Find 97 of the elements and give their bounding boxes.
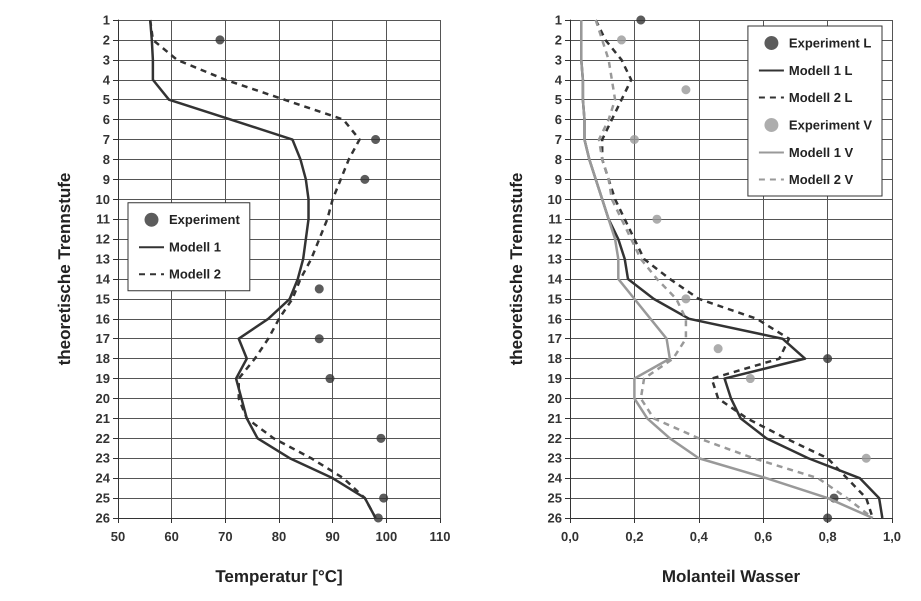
y-tick-label: 12 [96, 232, 110, 247]
legend-label: Experiment [169, 212, 240, 228]
y-tick-label: 1 [102, 12, 110, 28]
y-tick-label: 3 [102, 52, 110, 68]
y-tick-label: 3 [554, 52, 562, 68]
legend-label: Modell 1 L [788, 63, 853, 78]
x-tick-label: 0,8 [818, 529, 837, 544]
y-tick-label: 21 [96, 410, 110, 426]
point [617, 35, 626, 44]
point [862, 454, 871, 463]
legend-label: Modell 2 [169, 266, 222, 282]
x-tick-label: 1,0 [882, 529, 902, 544]
x-tick-label: 100 [375, 529, 398, 544]
y-tick-label: 6 [554, 112, 562, 128]
legend-label: Modell 2 V [788, 172, 854, 187]
point [823, 354, 832, 364]
y-tick-label: 19 [548, 371, 562, 386]
y-tick-label: 15 [96, 291, 110, 306]
x-tick-label: 80 [272, 529, 286, 544]
point [360, 174, 370, 184]
point [681, 85, 690, 94]
x-tick-label: 0,4 [690, 529, 709, 544]
y-tick-label: 9 [554, 172, 562, 187]
y-tick-label: 25 [548, 490, 562, 506]
y-tick-label: 18 [548, 351, 562, 366]
y-tick-label: 4 [554, 72, 563, 88]
point [652, 214, 662, 224]
y-tick-label: 13 [96, 252, 110, 267]
x-tick-label: 0,2 [625, 529, 644, 544]
y-tick-label: 15 [548, 291, 562, 306]
point [714, 344, 723, 354]
y-tick-label: 18 [96, 351, 110, 366]
point [325, 374, 334, 384]
y-tick-label: 22 [548, 430, 562, 446]
y-tick-label: 11 [548, 212, 562, 227]
y-tick-label: 5 [102, 92, 110, 108]
y-tick-label: 10 [548, 192, 562, 207]
point [630, 135, 639, 144]
legend-label: Experiment L [788, 36, 872, 50]
y-tick-label: 5 [554, 92, 562, 108]
point [376, 434, 386, 443]
y-tick-label: 8 [102, 152, 110, 167]
legend-label: Experiment V [788, 118, 872, 132]
y-tick-label: 10 [96, 192, 110, 207]
y-tick-label: 25 [96, 490, 110, 506]
y-tick-label: 2 [554, 32, 562, 48]
y-tick-label: 6 [102, 112, 110, 128]
y-tick-label: 7 [102, 132, 110, 148]
y-tick-label: 22 [96, 430, 110, 446]
point [314, 334, 324, 344]
x-tick-label: 0,6 [754, 529, 772, 544]
y-tick-label: 12 [548, 232, 562, 247]
x-tick-label: 110 [430, 529, 450, 544]
x-axis-title: Temperatur [°C] [215, 567, 343, 586]
y-tick-label: 19 [96, 371, 110, 386]
y-tick-label: 16 [548, 311, 562, 326]
y-tick-label: 14 [96, 271, 111, 286]
y-tick-label: 11 [96, 212, 110, 227]
y-tick-label: 8 [554, 152, 562, 167]
y-tick-label: 26 [96, 510, 110, 526]
legend-label: Modell 1 [169, 240, 222, 255]
y-tick-label: 1 [554, 12, 562, 28]
point [215, 35, 224, 44]
y-tick-label: 23 [548, 450, 562, 466]
legend-label: Modell 2 L [788, 90, 853, 105]
x-axis-title: Molanteil Wasser [662, 567, 800, 586]
y-tick-label: 20 [548, 390, 562, 406]
y-tick-label: 26 [548, 510, 562, 526]
y-tick-label: 17 [548, 331, 562, 346]
point [746, 374, 755, 384]
y-tick-label: 20 [96, 390, 110, 406]
point [371, 135, 380, 144]
y-tick-label: 4 [102, 72, 111, 88]
point [636, 16, 646, 24]
y-tick-label: 16 [96, 311, 110, 326]
y-tick-label: 14 [548, 271, 563, 286]
x-tick-label: 0,0 [560, 529, 580, 544]
x-tick-label: 50 [110, 529, 126, 544]
y-tick-label: 23 [96, 450, 110, 466]
y-tick-label: 24 [96, 470, 111, 486]
y-tick-label: 7 [554, 132, 562, 148]
y-tick-label: 13 [548, 252, 562, 267]
x-tick-label: 90 [325, 529, 340, 544]
y-tick-label: 2 [102, 32, 110, 48]
y-tick-label: 17 [96, 331, 110, 346]
y-tick-label: 24 [548, 470, 563, 486]
legend-label: Modell 1 V [788, 145, 854, 160]
y-tick-label: 9 [102, 172, 110, 187]
x-tick-label: 60 [164, 529, 179, 544]
x-tick-label: 70 [218, 529, 233, 544]
y-tick-label: 21 [548, 410, 562, 426]
y-axis-title: theoretische Trennstufe [507, 172, 526, 366]
y-axis-title: theoretische Trennstufe [55, 172, 74, 366]
point [379, 494, 388, 503]
point [681, 294, 690, 304]
point [823, 514, 832, 522]
point [314, 284, 324, 294]
